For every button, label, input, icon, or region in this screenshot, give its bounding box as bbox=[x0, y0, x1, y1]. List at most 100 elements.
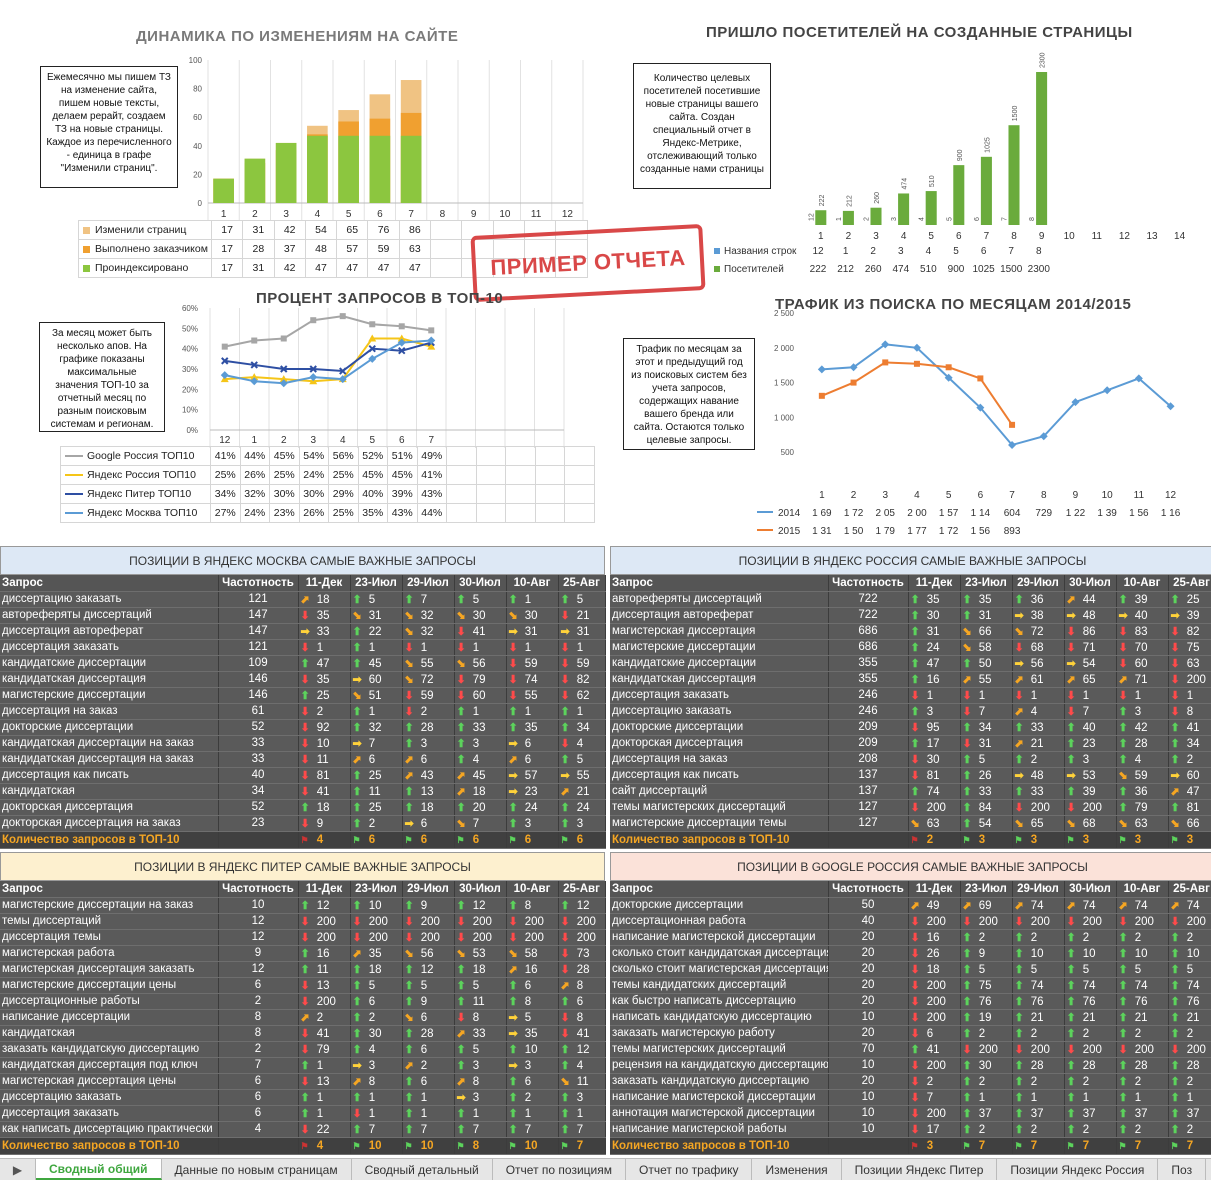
position-cell: ⬆ 33 bbox=[960, 783, 1013, 800]
sheet-tab[interactable]: Изменения bbox=[752, 1159, 842, 1180]
table-cell: 34% bbox=[210, 484, 241, 504]
position-value: 6 bbox=[923, 1027, 934, 1040]
position-value: 17 bbox=[923, 737, 940, 750]
position-cell: ⬆ 2 bbox=[1116, 1025, 1169, 1042]
trend-arrow-icon: ⬆ bbox=[456, 705, 466, 718]
top10-count-cell: ⚑ 7 bbox=[558, 1137, 606, 1155]
position-value: 37 bbox=[1131, 1107, 1148, 1120]
table-row: докторская диссертация 209 ⬆ 17 ⬇ 31 ⬈ 21 ⬆ 2… bbox=[610, 735, 1211, 752]
position-cell: ⬆ 1 bbox=[1012, 1089, 1065, 1106]
chart3-point bbox=[280, 365, 288, 373]
position-cell: ⬆ 37 bbox=[1064, 1105, 1117, 1122]
sheet-tab[interactable]: Сводный детальный bbox=[352, 1159, 493, 1180]
position-cell: ⬊ 31 bbox=[350, 607, 403, 624]
position-value: 5 bbox=[975, 963, 986, 976]
chart3-xtick-label: 7 bbox=[428, 435, 434, 446]
position-value: 6 bbox=[417, 1043, 428, 1056]
table-row: диссертацию заказать 121 ⬈ 18 ⬆ 5 ⬆ 7 ⬆ 5 ⬆ 1 ⬆… bbox=[0, 591, 606, 608]
trend-arrow-icon: ⬇ bbox=[1170, 1043, 1180, 1056]
column-header: Частотность bbox=[828, 881, 909, 898]
table-cell bbox=[446, 484, 477, 504]
sheet-tab[interactable]: Позиции Яндекс Россия bbox=[997, 1159, 1159, 1180]
trend-arrow-icon: ⬇ bbox=[560, 915, 570, 928]
position-cell: ⬊ 32 bbox=[402, 607, 455, 624]
position-value: 5 bbox=[1079, 963, 1090, 976]
position-value: 1 bbox=[313, 1107, 324, 1120]
trend-arrow-icon: ⬆ bbox=[352, 1027, 362, 1040]
sheet-tab[interactable]: Сводный общий bbox=[36, 1159, 162, 1180]
trend-arrow-icon: ⬆ bbox=[352, 593, 362, 606]
table-cell: 222 bbox=[810, 264, 827, 275]
position-value: 23 bbox=[1079, 737, 1096, 750]
position-cell: ⬆ 21 bbox=[1012, 1009, 1065, 1026]
position-value: 7 bbox=[469, 1123, 480, 1136]
position-value: 200 bbox=[469, 931, 492, 944]
table-cell: 893 bbox=[1004, 526, 1021, 537]
trend-arrow-icon: ⬆ bbox=[508, 593, 518, 606]
position-value: 74 bbox=[1079, 979, 1096, 992]
frequency-cell: 20 bbox=[828, 945, 909, 962]
sheet-tab[interactable]: Отчет по позициям bbox=[493, 1159, 626, 1180]
position-value: 2 bbox=[975, 1123, 986, 1136]
trend-arrow-icon: ⬆ bbox=[910, 593, 920, 606]
position-value: 1 bbox=[1079, 689, 1090, 702]
trend-arrow-icon: ⬊ bbox=[352, 609, 362, 622]
sheet-tab[interactable]: Поз bbox=[1158, 1159, 1207, 1180]
position-cell: ⬇ 200 bbox=[908, 913, 961, 930]
table-title: ПОЗИЦИИ В GOOGLE РОССИЯ САМЫЕ ВАЖНЫЕ ЗАП… bbox=[610, 852, 1211, 881]
trend-arrow-icon: ⬆ bbox=[456, 721, 466, 734]
table-row: заказать кандидатскую диссертацию 20 ⬇ 2 ⬆ … bbox=[610, 1073, 1211, 1090]
tab-scroll-right-icon[interactable]: ▶ bbox=[0, 1159, 36, 1180]
position-value: 55 bbox=[975, 673, 992, 686]
position-value: 200 bbox=[365, 915, 388, 928]
position-cell: ⬆ 1 bbox=[402, 1105, 455, 1122]
chart4-note: Трафик по месяцам за этот и предыдущий г… bbox=[623, 338, 755, 450]
position-value: 35 bbox=[521, 721, 538, 734]
trend-arrow-icon: ⬇ bbox=[300, 995, 310, 1008]
chart4-point bbox=[849, 363, 858, 372]
frequency-cell: 147 bbox=[218, 607, 299, 624]
position-cell: ⬊ 58 bbox=[960, 639, 1013, 656]
trend-arrow-icon: ⬆ bbox=[1066, 1027, 1076, 1040]
top10-count-value: 10 bbox=[365, 1139, 382, 1152]
position-value: 8 bbox=[521, 899, 532, 912]
position-value: 16 bbox=[521, 963, 538, 976]
trend-arrow-icon: ⬆ bbox=[1170, 931, 1180, 944]
table-row: кандидатская диссертации на заказ 33 ⬇ 10 ➡… bbox=[0, 735, 606, 752]
position-cell: ⬊ 66 bbox=[960, 623, 1013, 640]
trend-arrow-icon: ⬈ bbox=[404, 769, 414, 782]
position-value: 32 bbox=[417, 625, 434, 638]
position-value: 56 bbox=[469, 657, 486, 670]
position-value: 200 bbox=[923, 995, 946, 1008]
legend-swatch bbox=[714, 248, 720, 254]
chart2-xtick-label: 10 bbox=[1064, 231, 1076, 242]
position-cell: ⬆ 3 bbox=[908, 703, 961, 720]
trend-arrow-icon: ⬆ bbox=[300, 657, 310, 670]
position-value: 54 bbox=[1079, 657, 1096, 670]
sheet-tab[interactable]: Отчет по трафику bbox=[626, 1159, 753, 1180]
position-value: 200 bbox=[923, 1059, 946, 1072]
sheet-tab[interactable]: Позиции Яндекс Питер bbox=[842, 1159, 998, 1180]
position-value: 8 bbox=[469, 1075, 480, 1088]
position-cell: ⬇ 200 bbox=[1168, 671, 1211, 688]
column-header: 23-Июл bbox=[350, 575, 403, 592]
trend-arrow-icon: ⬊ bbox=[404, 609, 414, 622]
chart3-point bbox=[250, 373, 259, 381]
position-cell: ⬇ 55 bbox=[506, 687, 559, 704]
sheet-tab[interactable]: Данные по новым страницам bbox=[162, 1159, 352, 1180]
trend-arrow-icon: ⬈ bbox=[456, 785, 466, 798]
trend-arrow-icon: ⬇ bbox=[1066, 915, 1076, 928]
position-cell: ⬆ 10 bbox=[1012, 945, 1065, 962]
legend-label: Выполнено заказчиком bbox=[95, 243, 208, 255]
trend-arrow-icon: ⬆ bbox=[1170, 995, 1180, 1008]
position-value: 18 bbox=[923, 963, 940, 976]
frequency-cell: 10 bbox=[828, 1121, 909, 1138]
position-value: 74 bbox=[1079, 899, 1096, 912]
position-value: 1 bbox=[469, 705, 480, 718]
position-cell: ➡ 48 bbox=[1064, 607, 1117, 624]
frequency-cell: 137 bbox=[828, 783, 909, 800]
frequency-cell: 722 bbox=[828, 591, 909, 608]
frequency-cell: 246 bbox=[828, 687, 909, 704]
table-cell: 24% bbox=[239, 503, 270, 523]
position-cell: ⬇ 1 bbox=[908, 687, 961, 704]
